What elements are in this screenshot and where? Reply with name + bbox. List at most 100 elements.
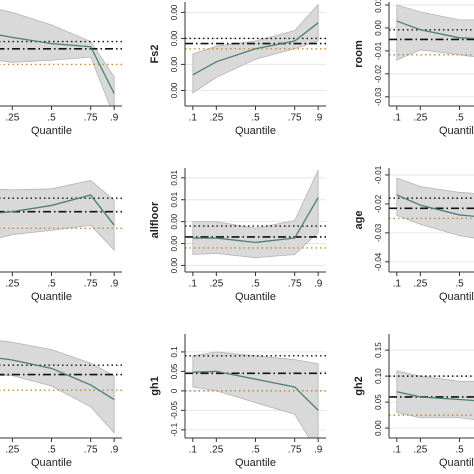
x-tick-label: .75 <box>288 445 302 456</box>
y-tick-label: -0.02 <box>374 64 383 83</box>
plot-area <box>185 3 326 94</box>
x-axis-label: Quantile <box>439 125 474 137</box>
x-axis-label: Quantile <box>31 291 72 303</box>
x-tick-label: .25 <box>209 445 223 456</box>
x-tick-label: .5 <box>455 113 464 124</box>
plot-area <box>389 4 474 61</box>
quantile-line <box>0 34 115 94</box>
y-tick-label: 0.01 <box>170 191 179 207</box>
x-tick-label: .25 <box>5 113 19 124</box>
y-tick-label: 0.00 <box>170 235 179 251</box>
panel: .25 .5 .75 .9 Quantile <box>0 340 122 469</box>
panel: .25 .5 .75 .9 Quantile <box>0 180 122 303</box>
x-tick-label: .75 <box>84 445 98 456</box>
y-axis-label: gh1 <box>149 376 161 396</box>
confidence-band <box>0 180 115 252</box>
y-tick-label: -0.01 <box>374 165 383 184</box>
confidence-band <box>0 340 115 434</box>
y-tick-label: -0.01 <box>374 41 383 60</box>
quantile-line <box>0 194 115 226</box>
plot-area <box>185 351 326 438</box>
x-tick-label: .9 <box>110 113 119 124</box>
x-axis-label: Quantile <box>439 457 474 469</box>
x-tick-label: .5 <box>455 279 464 290</box>
quantile-line <box>396 391 474 402</box>
x-tick-label: .9 <box>314 113 323 124</box>
panel: 0.00 0.00 0.00 0.00 Fs2 .1 .25 .5 .75 .9 Quantile <box>149 2 326 137</box>
y-tick-label: 0.00 <box>170 56 179 72</box>
y-tick-label: -0.1 <box>170 422 179 436</box>
x-tick-label: .5 <box>47 279 56 290</box>
confidence-band <box>0 9 115 106</box>
plot-area <box>389 177 474 239</box>
quantile-line <box>192 370 319 411</box>
y-axis-label: age <box>353 211 365 230</box>
x-tick-label: .5 <box>455 445 464 456</box>
x-tick-label: .9 <box>110 279 119 290</box>
x-tick-label: .25 <box>5 445 19 456</box>
plot-area <box>0 180 122 252</box>
panel: .25 .5 .75 .9 Quantile <box>0 9 122 137</box>
x-axis-label: Quantile <box>235 291 276 303</box>
y-tick-label: 0.05 <box>170 363 179 379</box>
y-tick-label: 0.00 <box>170 4 179 20</box>
x-axis-label: Quantile <box>439 291 474 303</box>
confidence-band <box>192 170 319 259</box>
quantile-line <box>192 22 319 76</box>
y-tick-label: -0.03 <box>374 223 383 242</box>
x-tick-label: .1 <box>189 445 198 456</box>
x-axis-label: Quantile <box>235 125 276 137</box>
confidence-band <box>396 177 474 239</box>
x-tick-label: .1 <box>393 279 402 290</box>
x-tick-label: .5 <box>251 279 260 290</box>
y-axis-label: allfloor <box>149 201 161 238</box>
x-tick-label: .25 <box>413 279 427 290</box>
plot-area <box>185 170 326 259</box>
y-tick-label: 0.00 <box>170 213 179 229</box>
panel: 0.1 0.05 0 -0.05 -0.1 gh1 .1 .25 .5 .75 .9 Quantile <box>149 334 326 469</box>
panel: -0.01 -0.02 -0.03 -0.04 age .1 .25 .5Quantile <box>353 165 474 303</box>
x-tick-label: .75 <box>84 279 98 290</box>
panel: 0.01 0.00 -0.01 -0.02 -0.03 room .1 .25 .5Quanti… <box>353 0 474 137</box>
y-tick-label: -0.03 <box>374 87 383 106</box>
y-tick-label: 0.00 <box>374 20 383 36</box>
x-tick-label: .25 <box>209 113 223 124</box>
quantile-line <box>396 194 474 217</box>
x-tick-label: .1 <box>393 113 402 124</box>
y-tick-label: -0.05 <box>170 401 179 420</box>
y-tick-label: -0.04 <box>374 252 383 271</box>
y-tick-label: 0.01 <box>374 0 383 13</box>
y-tick-label: 0.00 <box>170 30 179 46</box>
x-tick-label: .25 <box>413 113 427 124</box>
quantile-line <box>192 197 319 244</box>
plot-area <box>0 340 122 434</box>
x-tick-label: .1 <box>189 113 198 124</box>
plot-area <box>0 9 122 106</box>
panel: 0.01 0.01 0.00 0.00 0.00 allfloor .1 .25 .5 .75 .9… <box>149 168 326 303</box>
x-tick-label: .9 <box>110 445 119 456</box>
y-tick-label: 0.00 <box>170 82 179 98</box>
x-tick-label: .9 <box>314 445 323 456</box>
y-tick-label: 0.10 <box>374 368 383 384</box>
plot-area <box>389 370 474 421</box>
y-axis-label: room <box>353 40 365 68</box>
y-axis-label: gh2 <box>353 376 365 396</box>
x-tick-label: .1 <box>189 279 198 290</box>
y-tick-label: 0 <box>170 388 179 393</box>
confidence-band <box>396 370 474 421</box>
y-tick-label: 0.00 <box>374 420 383 436</box>
x-tick-label: .5 <box>47 113 56 124</box>
y-tick-label: 0.1 <box>170 346 179 358</box>
x-tick-label: .75 <box>288 279 302 290</box>
y-tick-label: 0.01 <box>170 170 179 186</box>
x-tick-label: .5 <box>47 445 56 456</box>
panel: 0.15 0.10 0.05 0.00 gh2 .1 .25 .5Quantile <box>353 334 474 469</box>
quantile-line <box>396 20 474 40</box>
x-tick-label: .25 <box>5 279 19 290</box>
x-axis-label: Quantile <box>31 125 72 137</box>
y-tick-label: 0.15 <box>374 342 383 358</box>
x-axis-label: Quantile <box>31 457 72 469</box>
quantile-line <box>0 357 115 401</box>
x-axis-label: Quantile <box>235 457 276 469</box>
